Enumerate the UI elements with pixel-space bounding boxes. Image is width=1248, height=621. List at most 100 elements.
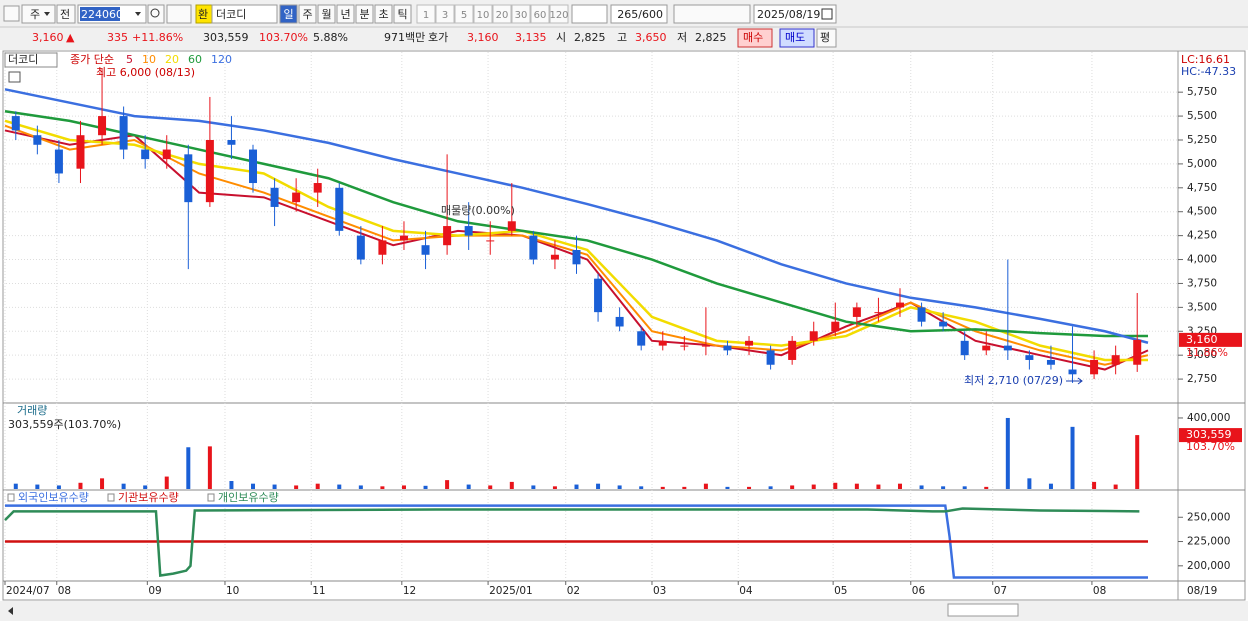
lc-label: LC:16.61 bbox=[1181, 53, 1230, 66]
scroll-left[interactable] bbox=[8, 607, 13, 615]
period-btn[interactable] bbox=[279, 4, 298, 24]
candle-body bbox=[982, 345, 991, 351]
x-tick-label: 08 bbox=[58, 585, 71, 597]
last-price: 3,160 bbox=[1186, 333, 1218, 346]
count: 120 bbox=[549, 10, 568, 21]
volume-bar bbox=[962, 486, 967, 489]
count-select[interactable] bbox=[571, 4, 608, 24]
legend-entry: 20 bbox=[165, 53, 179, 66]
candle-body bbox=[205, 139, 214, 203]
volume-bar bbox=[639, 486, 644, 489]
volume-bar bbox=[35, 484, 40, 489]
last-volume-ratio: 103.70% bbox=[1186, 440, 1235, 453]
volume-bar bbox=[984, 486, 989, 489]
candle-body bbox=[399, 235, 408, 241]
range-input[interactable] bbox=[610, 4, 668, 24]
volume-bar bbox=[56, 485, 61, 489]
volume-bar bbox=[466, 484, 471, 489]
x-end-label: 08/19 bbox=[1187, 585, 1217, 597]
search-btn[interactable] bbox=[147, 4, 165, 24]
volume-bar bbox=[121, 483, 126, 489]
x-tick-label: 11 bbox=[312, 585, 325, 597]
count-btn[interactable] bbox=[473, 4, 493, 24]
count-btn[interactable] bbox=[530, 4, 550, 24]
compare: 전 bbox=[60, 8, 70, 21]
ma-line bbox=[4, 129, 1149, 371]
candle-body bbox=[1111, 355, 1120, 365]
ma-line bbox=[4, 110, 1148, 338]
volume-bar bbox=[186, 447, 191, 489]
scroll-thumb[interactable] bbox=[947, 603, 1019, 617]
volume-bar bbox=[358, 485, 363, 489]
buy-btn[interactable] bbox=[737, 28, 773, 48]
avg-btn[interactable] bbox=[816, 28, 837, 48]
period-btn[interactable] bbox=[336, 4, 355, 24]
volume-bar bbox=[833, 482, 838, 489]
volume-bar bbox=[574, 484, 579, 489]
candle-body bbox=[831, 321, 840, 332]
candle-body bbox=[507, 221, 516, 231]
count-btn[interactable] bbox=[416, 4, 436, 24]
legend-entry: 개인보유수량 bbox=[218, 491, 279, 504]
candle-body bbox=[594, 278, 603, 313]
volume-bar bbox=[445, 480, 450, 489]
count-btn[interactable] bbox=[511, 4, 531, 24]
period-btn[interactable] bbox=[317, 4, 336, 24]
x-tick-label: 09 bbox=[148, 585, 161, 597]
legend-prefix: 종가 단순 bbox=[70, 53, 114, 66]
date-input[interactable] bbox=[753, 4, 837, 24]
candle-body bbox=[313, 183, 322, 193]
candle-body bbox=[227, 139, 236, 145]
date: 2025/08/19 bbox=[757, 8, 820, 21]
sell: 매도 bbox=[785, 31, 805, 44]
candle-body bbox=[572, 249, 581, 265]
count: 1 bbox=[423, 10, 429, 21]
candle-body bbox=[852, 307, 861, 317]
volume-bar bbox=[1092, 481, 1097, 489]
y-tick-label: 200,000 bbox=[1187, 560, 1230, 572]
period-btn[interactable] bbox=[374, 4, 393, 24]
ma-line bbox=[4, 124, 1149, 366]
period: 분 bbox=[359, 8, 369, 21]
x-tick-label: 05 bbox=[834, 585, 847, 597]
plot-area: 2,7503,0003,2503,5003,7504,0004,2504,500… bbox=[3, 52, 1242, 597]
y-tick-label: 5,000 bbox=[1187, 158, 1217, 170]
sound-btn[interactable] bbox=[166, 4, 192, 24]
candle-body bbox=[658, 340, 667, 346]
candle-body bbox=[1133, 339, 1142, 365]
period-btn[interactable] bbox=[355, 4, 374, 24]
market-select[interactable] bbox=[21, 4, 56, 24]
chart-menu-icon[interactable] bbox=[8, 71, 21, 83]
ma-line bbox=[4, 88, 1149, 344]
period: 년 bbox=[340, 8, 350, 21]
volume-bar bbox=[941, 486, 946, 489]
volume-bar bbox=[790, 485, 795, 489]
candle-body bbox=[356, 235, 365, 260]
candle-body bbox=[917, 307, 926, 322]
sell-btn[interactable] bbox=[779, 28, 815, 48]
quote-low-label: 저 bbox=[677, 31, 687, 44]
count-btn[interactable] bbox=[435, 4, 455, 24]
name-input[interactable] bbox=[211, 4, 278, 24]
tool-icons[interactable] bbox=[673, 4, 751, 24]
hc-label: HC:-47.33 bbox=[1181, 65, 1236, 78]
count-btn[interactable] bbox=[454, 4, 474, 24]
compare-btn[interactable] bbox=[56, 4, 76, 24]
count-btn[interactable] bbox=[549, 4, 569, 24]
candle-body bbox=[292, 192, 301, 203]
count: 30 bbox=[515, 10, 528, 21]
y-tick-label: 4,750 bbox=[1187, 182, 1217, 194]
annotation-high: 최고 6,000 (08/13) bbox=[96, 66, 195, 79]
x-tick-label: 07 bbox=[994, 585, 1007, 597]
count-btn[interactable] bbox=[492, 4, 512, 24]
volume-bar bbox=[768, 486, 773, 489]
volume-bar bbox=[854, 483, 859, 489]
y-tick-label: 5,750 bbox=[1187, 86, 1217, 98]
period-btn[interactable] bbox=[393, 4, 412, 24]
scrollbar[interactable] bbox=[0, 601, 1248, 621]
volume-bar bbox=[897, 483, 902, 489]
menu-icon[interactable] bbox=[3, 5, 20, 22]
period-btn[interactable] bbox=[298, 4, 317, 24]
candle-body bbox=[939, 321, 948, 327]
